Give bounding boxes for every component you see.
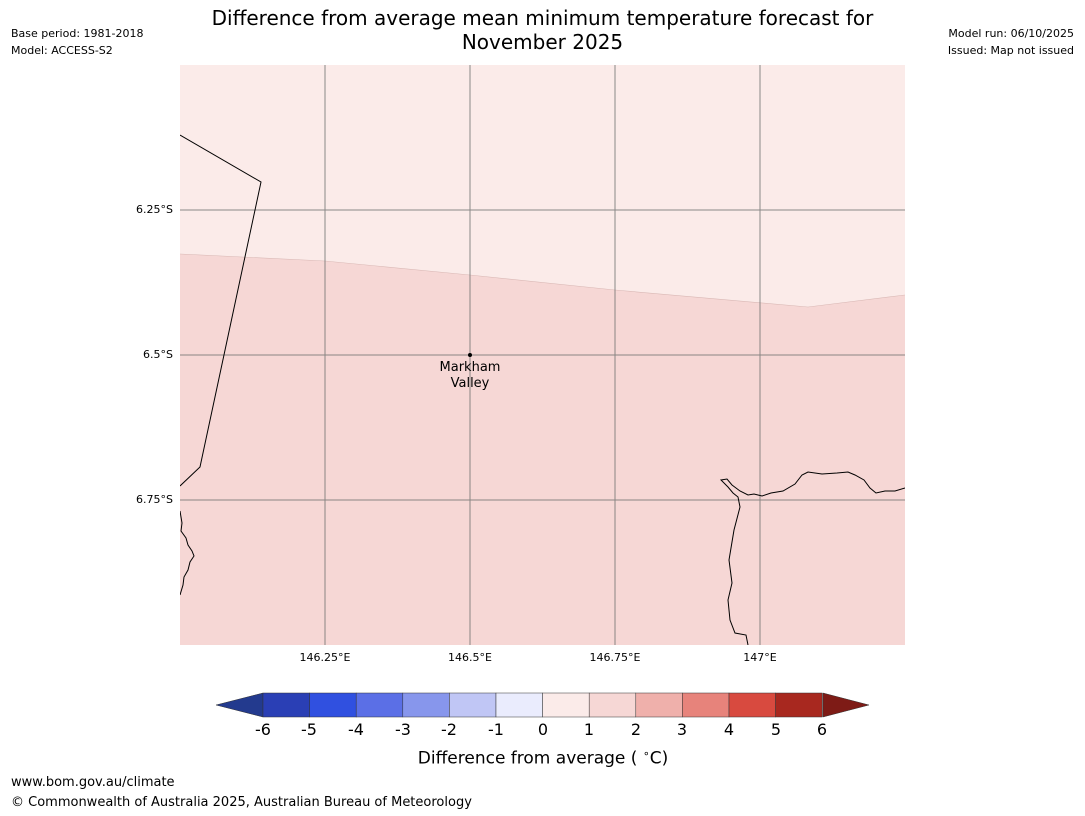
base-period-text: Base period: 1981-2018 — [11, 27, 144, 40]
coastline-east — [719, 471, 905, 645]
colorbar-tick: 3 — [676, 720, 688, 739]
colorbar-tick: 6 — [816, 720, 828, 739]
markham-valley-marker — [468, 353, 472, 357]
coastline-west — [180, 510, 195, 596]
footer-url: www.bom.gov.au/climate — [11, 775, 175, 790]
lon-label-146-5: 146.5°E — [448, 651, 492, 664]
colorbar-tick: 2 — [630, 720, 642, 739]
lat-label-6-25: 6.25°S — [136, 203, 173, 216]
colorbar-svg — [215, 692, 870, 718]
lon-label-146-25: 146.25°E — [299, 651, 351, 664]
colorbar-bin-4-5 — [728, 692, 776, 718]
model-run-text: Model run: 06/10/2025 — [948, 27, 1074, 40]
colorbar-title-text: Difference from average ( — [417, 748, 643, 769]
lon-label-146-75: 146.75°E — [589, 651, 641, 664]
footer-copyright: © Commonwealth of Australia 2025, Austra… — [11, 795, 472, 810]
lat-label-6-75: 6.75°S — [136, 493, 173, 506]
meta-right: Model run: 06/10/2025 Issued: Map not is… — [948, 25, 1074, 59]
colorbar-bin-minus1-0 — [495, 692, 543, 718]
place-label-markham-valley: Markham Valley — [420, 360, 520, 392]
issued-text: Issued: Map not issued — [947, 44, 1074, 57]
place-label-line-1: Markham — [439, 360, 501, 375]
map-canvas — [180, 65, 905, 645]
colorbar — [215, 692, 870, 724]
meta-left: Base period: 1981-2018 Model: ACCESS-S2 — [11, 25, 143, 59]
title-line-2: November 2025 — [461, 30, 624, 54]
colorbar-bin-minus2-minus1 — [449, 692, 497, 718]
colorbar-bin-minus3-minus2 — [402, 692, 450, 718]
map-title: Difference from average mean minimum tem… — [180, 6, 905, 54]
colorbar-bin-1-2 — [588, 692, 637, 718]
colorbar-bin-0-1 — [542, 692, 590, 718]
title-line-1: Difference from average mean minimum tem… — [211, 6, 874, 30]
colorbar-bin-3-4 — [682, 692, 730, 718]
colorbar-tick: -1 — [488, 720, 504, 739]
colorbar-tick: 0 — [537, 720, 549, 739]
colorbar-arrow-left — [215, 692, 264, 718]
colorbar-bin-2-3 — [635, 692, 683, 718]
colorbar-tick: -6 — [255, 720, 271, 739]
colorbar-tick: 1 — [583, 720, 595, 739]
zone-1-to-2 — [180, 254, 905, 645]
colorbar-bin-5-6 — [775, 692, 823, 718]
border-line — [180, 134, 262, 487]
colorbar-title: Difference from average ( ∘C) — [216, 747, 870, 769]
colorbar-unit-text: C) — [649, 748, 669, 769]
place-label-line-2: Valley — [450, 376, 490, 391]
lat-label-6-5: 6.5°S — [143, 348, 173, 361]
colorbar-tick: -2 — [441, 720, 457, 739]
colorbar-tick: 5 — [770, 720, 782, 739]
colorbar-bin-minus5-minus4 — [309, 692, 357, 718]
degree-symbol: ∘ — [642, 747, 650, 760]
colorbar-bin-minus4-minus3 — [355, 692, 404, 718]
colorbar-tick: 4 — [723, 720, 735, 739]
forecast-map — [180, 65, 905, 645]
zone-boundary-line — [180, 253, 905, 308]
colorbar-bin-minus6-minus5 — [262, 692, 310, 718]
colorbar-tick: -3 — [395, 720, 411, 739]
colorbar-arrow-right — [822, 692, 870, 718]
model-text: Model: ACCESS-S2 — [11, 44, 113, 57]
lon-label-147: 147°E — [743, 651, 777, 664]
colorbar-tick: -5 — [301, 720, 317, 739]
colorbar-tick: -4 — [348, 720, 364, 739]
